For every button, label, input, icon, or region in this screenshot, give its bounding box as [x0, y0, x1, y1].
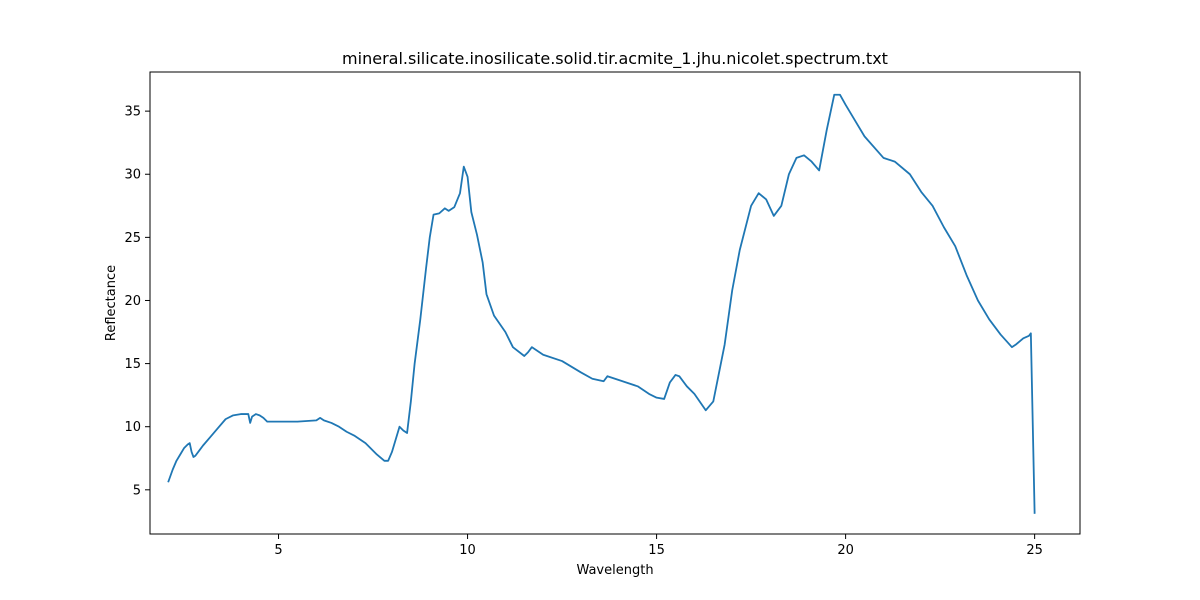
y-axis-ticks: 5 10 15 20 25 30 35 [124, 105, 150, 498]
x-tick-label: 25 [1026, 543, 1043, 558]
x-tick-label: 20 [837, 543, 854, 558]
y-tick-label: 10 [124, 420, 141, 435]
spectrum-line-0 [167, 93, 1036, 514]
x-tick-label: 10 [459, 543, 476, 558]
x-tick-label: 15 [648, 543, 665, 558]
plot-frame [149, 71, 1081, 535]
y-tick-label: 35 [124, 105, 141, 120]
y-tick-label: 20 [124, 294, 141, 309]
y-tick-label: 30 [124, 168, 141, 183]
chart-title: mineral.silicate.inosilicate.solid.tir.a… [342, 49, 888, 69]
y-tick-label: 15 [124, 357, 141, 372]
y-tick-label: 5 [133, 483, 141, 498]
y-tick-label: 25 [124, 231, 141, 246]
y-axis-label: Reflectance [104, 265, 119, 341]
plot-area [150, 72, 1080, 534]
data-layer [167, 93, 1036, 514]
x-axis-label: Wavelength [576, 563, 653, 578]
x-tick-label: 5 [274, 543, 282, 558]
x-axis-ticks: 5 10 15 20 25 [274, 534, 1043, 558]
